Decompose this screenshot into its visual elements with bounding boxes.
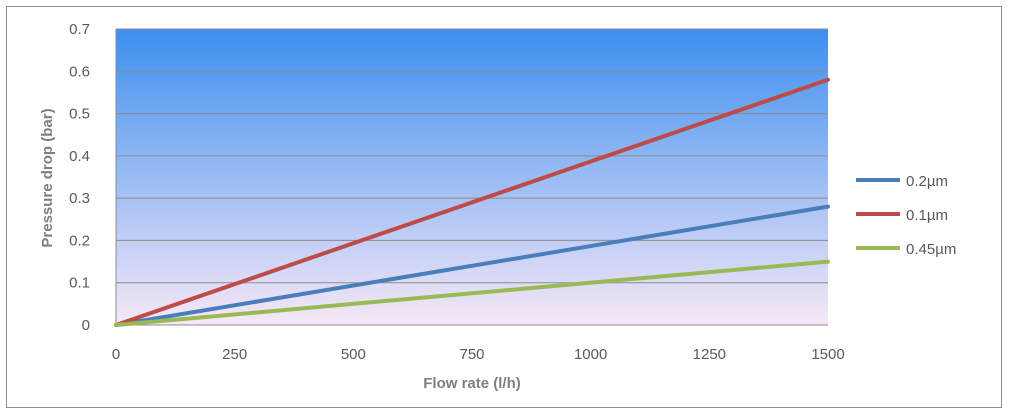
- x-tick-label: 0: [112, 346, 120, 363]
- legend-label: 0.45µm: [906, 241, 956, 258]
- legend-label: 0.1µm: [906, 207, 948, 224]
- y-axis-ticks: 0 0.1 0.2 0.3 0.4 0.5 0.6 0.7: [69, 21, 90, 334]
- x-axis-title: Flow rate (l/h): [423, 375, 521, 392]
- y-axis-title: Pressure drop (bar): [39, 108, 56, 247]
- y-tick-label: 0: [82, 317, 90, 334]
- y-tick-label: 0.6: [69, 63, 90, 80]
- y-tick-label: 0.3: [69, 190, 90, 207]
- x-tick-label: 500: [341, 346, 366, 363]
- x-tick-label: 1250: [693, 346, 726, 363]
- x-tick-label: 1000: [574, 346, 607, 363]
- series-line: [114, 77, 830, 327]
- legend: 0.2µm 0.1µm 0.45µm: [856, 173, 956, 258]
- x-axis-ticks: 0 250 500 750 1000 1250 1500: [112, 346, 845, 363]
- x-tick-label: 750: [459, 346, 484, 363]
- y-tick-label: 0.5: [69, 106, 90, 123]
- series-line: [114, 204, 830, 327]
- x-tick-label: 1500: [811, 346, 844, 363]
- series-lines: [114, 77, 830, 327]
- y-tick-label: 0.1: [69, 275, 90, 292]
- legend-label: 0.2µm: [906, 173, 948, 190]
- x-tick-label: 250: [222, 346, 247, 363]
- y-tick-label: 0.2: [69, 232, 90, 249]
- y-tick-label: 0.7: [69, 21, 90, 38]
- y-tick-label: 0.4: [69, 148, 90, 165]
- plot-area: [116, 29, 828, 325]
- series-line: [114, 259, 830, 327]
